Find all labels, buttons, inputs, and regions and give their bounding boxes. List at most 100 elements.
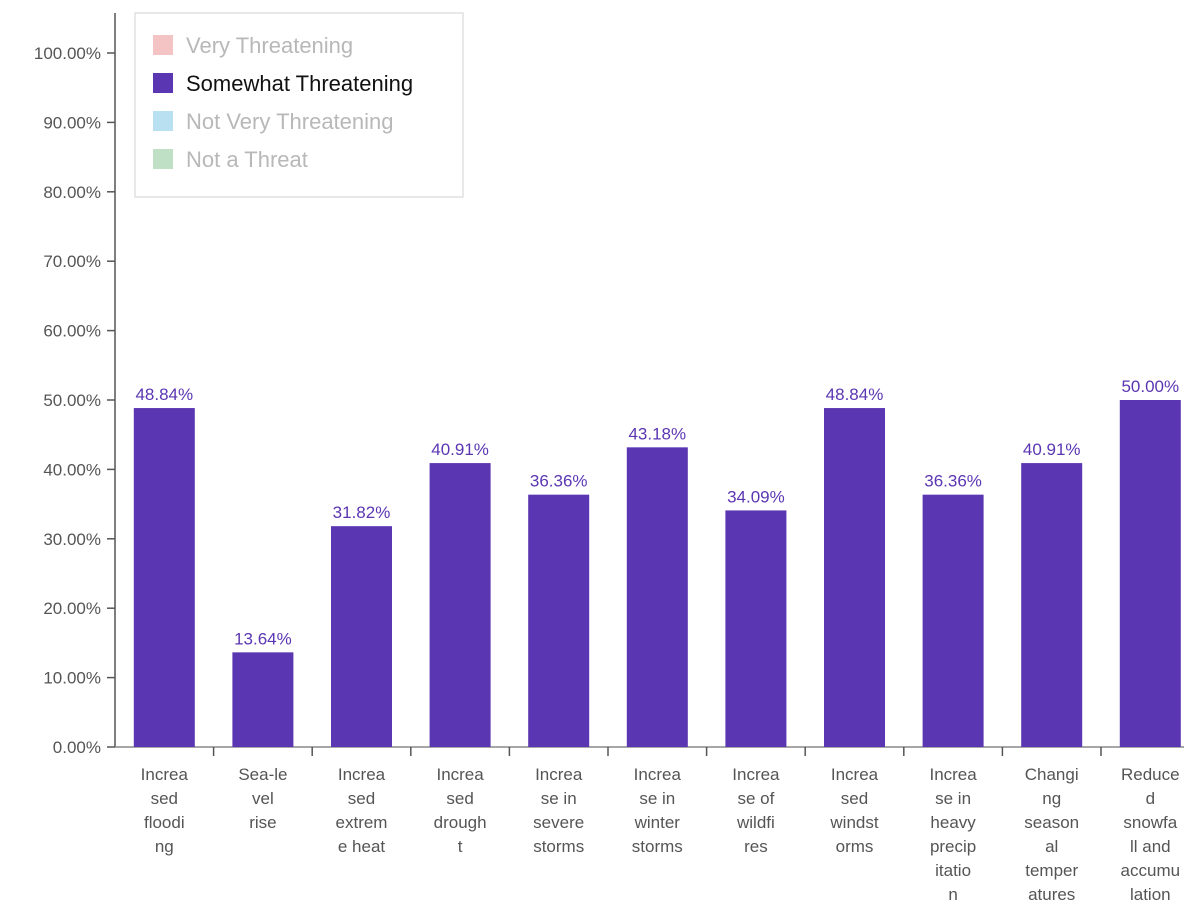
- bar-value-label: 43.18%: [628, 424, 686, 443]
- x-category-label-line: extrem: [336, 813, 388, 832]
- bar: [232, 652, 294, 747]
- x-category-label-line: severe: [533, 813, 584, 832]
- x-category-label-line: Sea-le: [238, 765, 287, 784]
- y-tick-label: 50.00%: [43, 391, 101, 410]
- x-category-label-line: precip: [930, 837, 976, 856]
- x-category-label-line: temper: [1025, 861, 1078, 880]
- legend-label: Very Threatening: [186, 33, 353, 58]
- y-tick-label: 40.00%: [43, 460, 101, 479]
- legend-swatch: [153, 73, 173, 93]
- x-category-label: Increa sed extrem e heat: [336, 765, 388, 856]
- x-category-label-line: sed: [841, 789, 868, 808]
- legend-swatch: [153, 111, 173, 131]
- bar: [528, 494, 590, 747]
- legend-swatch: [153, 149, 173, 169]
- chart-bars: [133, 400, 1181, 747]
- x-category-label-line: d: [1146, 789, 1155, 808]
- bar: [725, 510, 787, 747]
- legend-swatch: [153, 35, 173, 55]
- x-category-label-line: Increa: [831, 765, 879, 784]
- y-tick-label: 30.00%: [43, 530, 101, 549]
- bar: [133, 408, 195, 747]
- x-category-label: Increa se of wildfi res: [732, 765, 780, 856]
- x-category-label-line: lation: [1130, 885, 1171, 902]
- x-category-label-line: Increa: [634, 765, 682, 784]
- x-category-label-line: Increa: [338, 765, 386, 784]
- legend-label: Not Very Threatening: [186, 109, 394, 134]
- legend-box: [134, 12, 464, 198]
- bar-value-label: 40.91%: [431, 440, 489, 459]
- chart-category-labels: Increa sed floodi ng Sea-le vel rise Increa sed e…: [141, 765, 1180, 902]
- bar-value-label: 48.84%: [135, 385, 193, 404]
- x-category-label: Sea-le vel rise: [238, 765, 287, 832]
- x-category-label-line: ng: [155, 837, 174, 856]
- x-category-label-line: res: [744, 837, 768, 856]
- y-tick-label: 0.00%: [53, 738, 101, 757]
- x-category-label-line: sed: [151, 789, 178, 808]
- x-category-label-line: sed: [348, 789, 375, 808]
- x-category-label-line: Reduce: [1121, 765, 1180, 784]
- x-category-label-line: se in: [639, 789, 675, 808]
- x-category-label-line: sed: [446, 789, 473, 808]
- x-category-label-line: heavy: [930, 813, 976, 832]
- x-category-label: Changi ng season al temper atures: [1024, 765, 1079, 902]
- x-category-label-line: se of: [737, 789, 774, 808]
- x-category-label-line: Increa: [929, 765, 977, 784]
- x-category-label: Increa sed windst orms: [829, 765, 878, 856]
- x-category-label-line: accumu: [1121, 861, 1181, 880]
- chart-legend: Very Threatening Somewhat Threatening Not …: [134, 12, 464, 198]
- y-tick-label: 60.00%: [43, 322, 101, 341]
- x-category-label-line: windst: [829, 813, 878, 832]
- y-tick-label: 80.00%: [43, 183, 101, 202]
- bar: [1021, 463, 1083, 747]
- chart-axes: 0.00% 10.00% 20.00% 30.00% 40.00% 50.00% 60.00…: [34, 13, 1184, 757]
- legend-label: Not a Threat: [186, 147, 308, 172]
- x-category-label: Reduce d snowfa ll and accumu lation: [1121, 765, 1181, 902]
- x-category-label: Increa se in severe storms: [533, 765, 584, 856]
- x-category-label-line: vel: [252, 789, 274, 808]
- x-category-label-line: winter: [634, 813, 681, 832]
- bar: [922, 494, 984, 747]
- bar-value-label: 31.82%: [333, 503, 391, 522]
- x-category-label-line: itatio: [935, 861, 971, 880]
- bar: [429, 463, 491, 747]
- x-category-label-line: Increa: [732, 765, 780, 784]
- x-category-label-line: storms: [632, 837, 683, 856]
- bar-value-label: 34.09%: [727, 487, 785, 506]
- bar-value-label: 50.00%: [1121, 377, 1179, 396]
- bar: [1119, 400, 1181, 747]
- x-category-label-line: Changi: [1025, 765, 1079, 784]
- bar-value-label: 48.84%: [826, 385, 884, 404]
- bar: [331, 526, 392, 747]
- x-category-label: Increa sed floodi ng: [141, 765, 189, 856]
- x-category-label: Increa se in winter storms: [632, 765, 683, 856]
- x-category-label-line: drough: [434, 813, 487, 832]
- bar-value-label: 36.36%: [924, 472, 982, 491]
- bar: [626, 447, 688, 747]
- x-category-label-line: floodi: [144, 813, 185, 832]
- x-category-label-line: season: [1024, 813, 1079, 832]
- x-category-label-line: t: [458, 837, 463, 856]
- x-category-label-line: n: [948, 885, 957, 902]
- x-category-label: Increa sed drough t: [434, 765, 487, 856]
- y-tick-label: 10.00%: [43, 669, 101, 688]
- x-category-label-line: orms: [836, 837, 874, 856]
- x-category-label-line: e heat: [338, 837, 386, 856]
- x-category-label-line: rise: [249, 813, 276, 832]
- x-category-label-line: se in: [541, 789, 577, 808]
- x-category-label-line: se in: [935, 789, 971, 808]
- y-tick-label: 100.00%: [34, 44, 101, 63]
- y-tick-label: 70.00%: [43, 252, 101, 271]
- bar-value-label: 36.36%: [530, 472, 588, 491]
- x-category-label-line: atures: [1028, 885, 1075, 902]
- bar-value-label: 13.64%: [234, 629, 292, 648]
- chart-data-labels: 48.84% 13.64% 31.82% 40.91% 36.36% 43.18% 34.0…: [135, 377, 1179, 648]
- x-category-label-line: al: [1045, 837, 1058, 856]
- legend-label: Somewhat Threatening: [186, 71, 413, 96]
- x-category-label-line: wildfi: [736, 813, 775, 832]
- y-tick-label: 90.00%: [43, 113, 101, 132]
- x-category-label-line: Increa: [535, 765, 583, 784]
- bar-value-label: 40.91%: [1023, 440, 1081, 459]
- bar: [824, 408, 885, 747]
